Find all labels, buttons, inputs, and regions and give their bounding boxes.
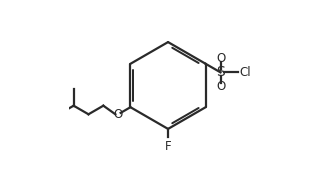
Text: O: O [216,52,225,65]
Text: S: S [216,65,225,79]
Text: Cl: Cl [240,66,251,79]
Text: O: O [216,80,225,93]
Text: O: O [113,108,123,121]
Text: F: F [165,140,171,153]
